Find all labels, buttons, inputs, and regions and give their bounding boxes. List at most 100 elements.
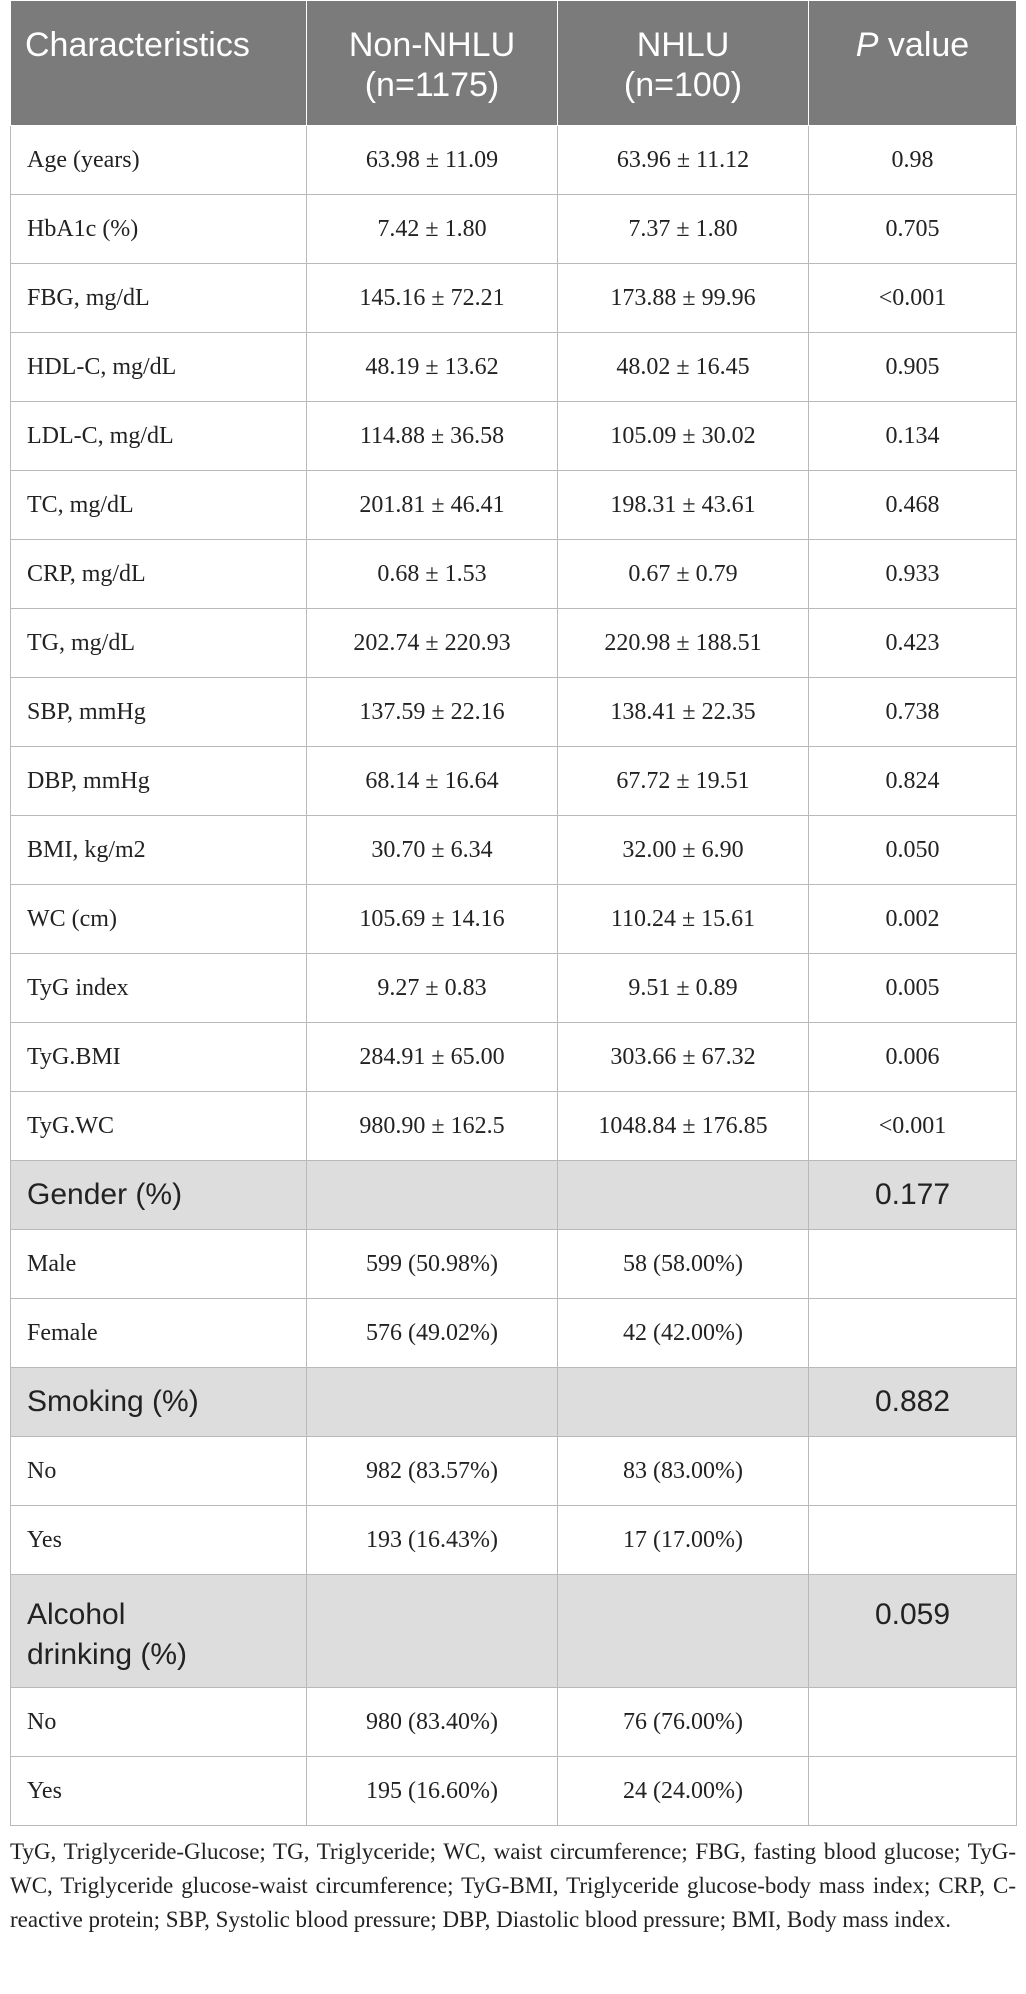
- p-value: 0.98: [808, 125, 1017, 195]
- non-nhlu-value: 137.59 ± 22.16: [306, 677, 558, 747]
- table-row: Male 599 (50.98%) 58 (58.00%): [10, 1229, 1017, 1299]
- nhlu-value: 32.00 ± 6.90: [557, 815, 809, 885]
- row-label: Yes: [10, 1505, 307, 1575]
- section-empty-cell: [306, 1160, 558, 1230]
- non-nhlu-value: 63.98 ± 11.09: [306, 125, 558, 195]
- table-row: HDL-C, mg/dL 48.19 ± 13.62 48.02 ± 16.45 0.…: [10, 332, 1017, 402]
- row-label: BMI, kg/m2: [10, 815, 307, 885]
- p-value: 0.050: [808, 815, 1017, 885]
- table-footnote: TyG, Triglyceride-Glucose; TG, Triglycer…: [10, 1839, 1016, 1932]
- row-label: TyG.WC: [10, 1091, 307, 1161]
- table-row: CRP, mg/dL 0.68 ± 1.53 0.67 ± 0.79 0.933: [10, 539, 1017, 609]
- section-empty-cell: [557, 1367, 809, 1437]
- header-non-nhlu-n: (n=1175): [364, 66, 500, 104]
- nhlu-value: 63.96 ± 11.12: [557, 125, 809, 195]
- characteristics-table: Characteristics Non-NHLU (n=1175) NHLU (…: [10, 0, 1017, 1826]
- row-label: TyG index: [10, 953, 307, 1023]
- p-value: 0.824: [808, 746, 1017, 816]
- non-nhlu-value: 599 (50.98%): [306, 1229, 558, 1299]
- empty-p-cell: [808, 1505, 1017, 1575]
- nhlu-value: 198.31 ± 43.61: [557, 470, 809, 540]
- non-nhlu-value: 202.74 ± 220.93: [306, 608, 558, 678]
- p-value: 0.905: [808, 332, 1017, 402]
- nhlu-value: 105.09 ± 30.02: [557, 401, 809, 471]
- section-empty-cell: [557, 1160, 809, 1230]
- non-nhlu-value: 48.19 ± 13.62: [306, 332, 558, 402]
- nhlu-value: 220.98 ± 188.51: [557, 608, 809, 678]
- empty-p-cell: [808, 1436, 1017, 1506]
- nhlu-value: 138.41 ± 22.35: [557, 677, 809, 747]
- row-label: Male: [10, 1229, 307, 1299]
- nhlu-value: 7.37 ± 1.80: [557, 194, 809, 264]
- nhlu-value: 67.72 ± 19.51: [557, 746, 809, 816]
- row-label: Age (years): [10, 125, 307, 195]
- row-label: CRP, mg/dL: [10, 539, 307, 609]
- table-row: No 980 (83.40%) 76 (76.00%): [10, 1687, 1017, 1757]
- section-row-gender: Gender (%) 0.177: [10, 1160, 1017, 1230]
- header-nhlu-n: (n=100): [623, 66, 743, 104]
- header-non-nhlu-name: Non-NHLU: [348, 26, 516, 64]
- table-row: TG, mg/dL 202.74 ± 220.93 220.98 ± 188.51 0…: [10, 608, 1017, 678]
- nhlu-value: 76 (76.00%): [557, 1687, 809, 1757]
- empty-p-cell: [808, 1229, 1017, 1299]
- row-label: HDL-C, mg/dL: [10, 332, 307, 402]
- row-label: DBP, mmHg: [10, 746, 307, 816]
- non-nhlu-value: 193 (16.43%): [306, 1505, 558, 1575]
- section-empty-cell: [306, 1574, 558, 1688]
- p-value: 0.468: [808, 470, 1017, 540]
- section-title-line1: Alcohol: [27, 1598, 126, 1631]
- section-title: Gender (%): [10, 1160, 307, 1230]
- table-row: Yes 195 (16.60%) 24 (24.00%): [10, 1756, 1017, 1826]
- empty-p-cell: [808, 1298, 1017, 1368]
- section-empty-cell: [306, 1367, 558, 1437]
- row-label: No: [10, 1687, 307, 1757]
- nhlu-value: 42 (42.00%): [557, 1298, 809, 1368]
- p-value: 0.134: [808, 401, 1017, 471]
- header-p-rest: value: [878, 26, 970, 64]
- table-row: No 982 (83.57%) 83 (83.00%): [10, 1436, 1017, 1506]
- p-value: 0.423: [808, 608, 1017, 678]
- row-label: SBP, mmHg: [10, 677, 307, 747]
- header-row: Characteristics Non-NHLU (n=1175) NHLU (…: [10, 0, 1017, 126]
- header-p-value: P value: [808, 0, 1017, 126]
- table-row: TC, mg/dL 201.81 ± 46.41 198.31 ± 43.61 0.4…: [10, 470, 1017, 540]
- table-header: Characteristics Non-NHLU (n=1175) NHLU (…: [10, 0, 1017, 126]
- table-row: SBP, mmHg 137.59 ± 22.16 138.41 ± 22.35 0.7…: [10, 677, 1017, 747]
- p-value: 0.738: [808, 677, 1017, 747]
- non-nhlu-value: 0.68 ± 1.53: [306, 539, 558, 609]
- nhlu-value: 58 (58.00%): [557, 1229, 809, 1299]
- section-p-value: 0.882: [808, 1367, 1017, 1437]
- table-row: HbA1c (%) 7.42 ± 1.80 7.37 ± 1.80 0.705: [10, 194, 1017, 264]
- table-row: WC (cm) 105.69 ± 14.16 110.24 ± 15.61 0.002: [10, 884, 1017, 954]
- table-row: BMI, kg/m2 30.70 ± 6.34 32.00 ± 6.90 0.050: [10, 815, 1017, 885]
- p-value: 0.002: [808, 884, 1017, 954]
- p-value: <0.001: [808, 263, 1017, 333]
- non-nhlu-value: 7.42 ± 1.80: [306, 194, 558, 264]
- header-nhlu: NHLU (n=100): [557, 0, 809, 126]
- nhlu-value: 24 (24.00%): [557, 1756, 809, 1826]
- header-p-italic: P: [855, 26, 879, 64]
- empty-p-cell: [808, 1687, 1017, 1757]
- row-label: LDL-C, mg/dL: [10, 401, 307, 471]
- nhlu-value: 1048.84 ± 176.85: [557, 1091, 809, 1161]
- non-nhlu-value: 114.88 ± 36.58: [306, 401, 558, 471]
- non-nhlu-value: 284.91 ± 65.00: [306, 1022, 558, 1092]
- table-row: TyG.WC 980.90 ± 162.5 1048.84 ± 176.85 <0.0…: [10, 1091, 1017, 1161]
- section-p-value: 0.059: [808, 1574, 1017, 1688]
- non-nhlu-value: 30.70 ± 6.34: [306, 815, 558, 885]
- non-nhlu-value: 980.90 ± 162.5: [306, 1091, 558, 1161]
- section-empty-cell: [557, 1574, 809, 1688]
- nhlu-value: 48.02 ± 16.45: [557, 332, 809, 402]
- table-row: LDL-C, mg/dL 114.88 ± 36.58 105.09 ± 30.02…: [10, 401, 1017, 471]
- p-value: <0.001: [808, 1091, 1017, 1161]
- header-non-nhlu: Non-NHLU (n=1175): [306, 0, 558, 126]
- non-nhlu-value: 195 (16.60%): [306, 1756, 558, 1826]
- non-nhlu-value: 982 (83.57%): [306, 1436, 558, 1506]
- section-title: Smoking (%): [10, 1367, 307, 1437]
- table-body: Age (years) 63.98 ± 11.09 63.96 ± 11.12 0.9…: [10, 125, 1017, 1826]
- non-nhlu-value: 145.16 ± 72.21: [306, 263, 558, 333]
- p-value: 0.006: [808, 1022, 1017, 1092]
- non-nhlu-value: 201.81 ± 46.41: [306, 470, 558, 540]
- p-value: 0.933: [808, 539, 1017, 609]
- section-title-line2: drinking (%): [27, 1638, 188, 1671]
